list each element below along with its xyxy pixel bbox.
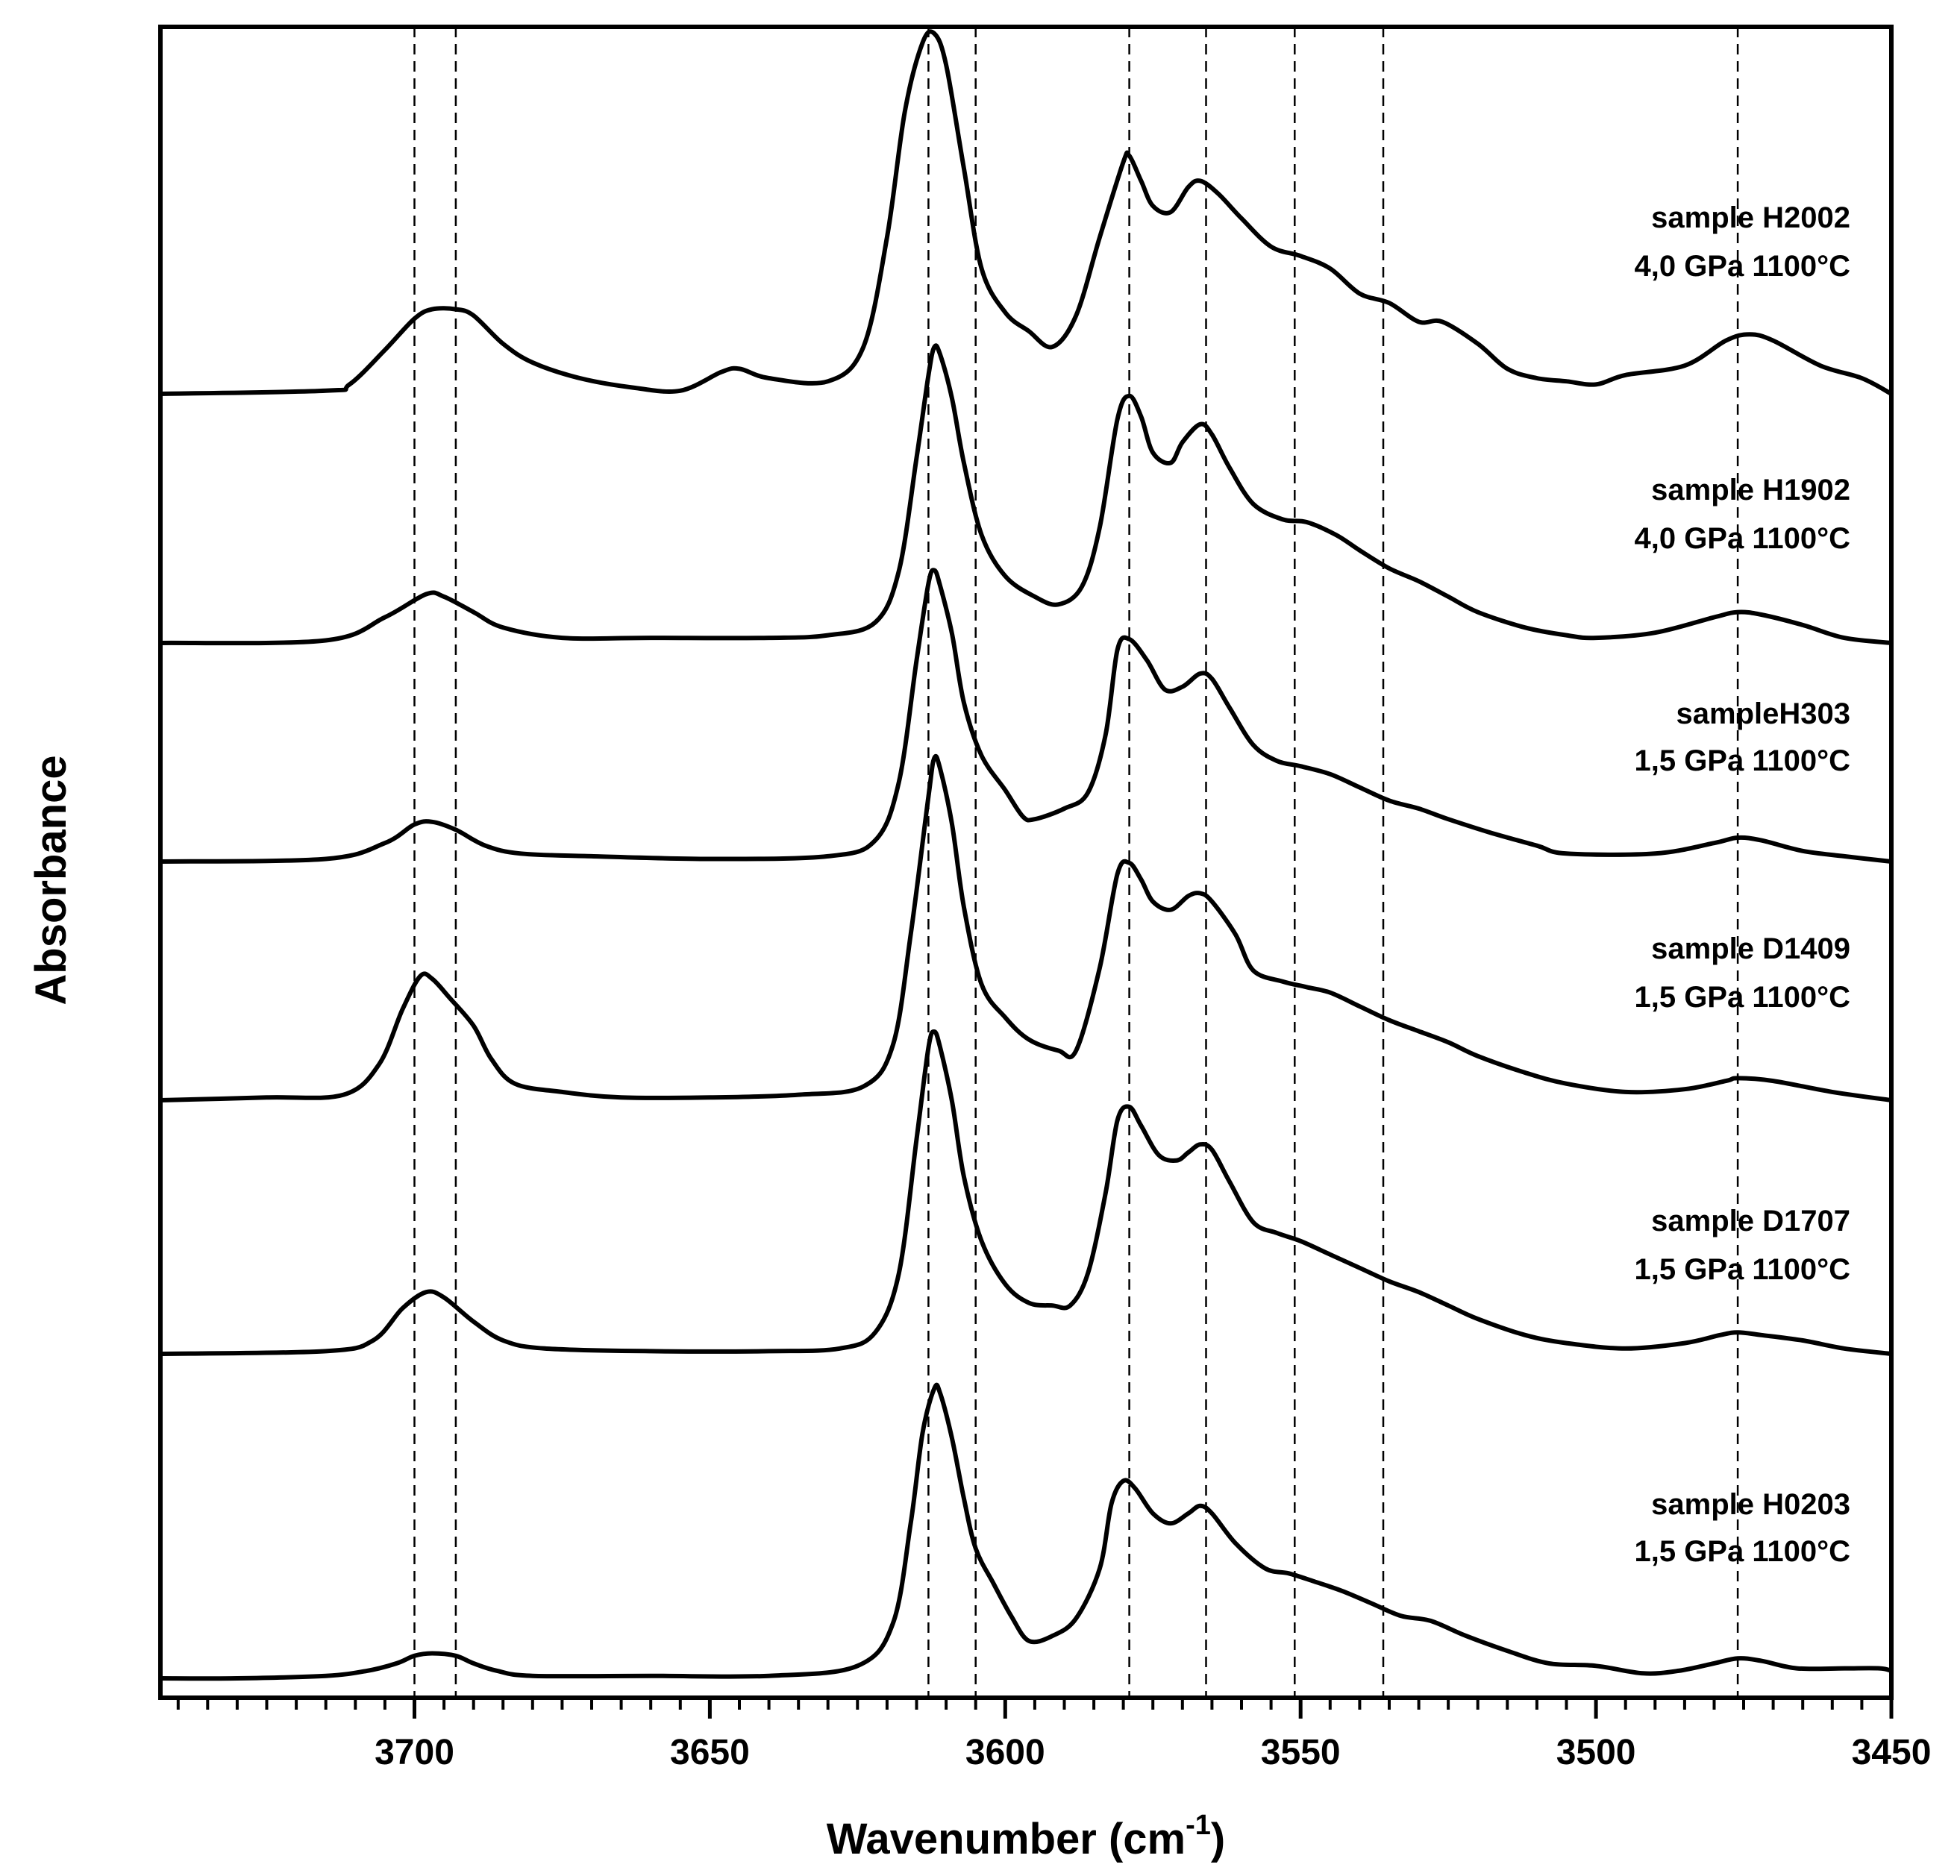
x-axis-title-superscript: -1 xyxy=(1186,1810,1211,1841)
series-label-condition-4: 1,5 GPa 1100°C xyxy=(1634,1253,1850,1286)
x-axis-ticks xyxy=(176,1698,1894,1719)
series-label-name-4: sample D1707 xyxy=(1651,1205,1850,1237)
x-tick-label-3450: 3450 xyxy=(1852,1733,1932,1772)
series-label-condition-5: 1,5 GPa 1100°C xyxy=(1634,1535,1850,1568)
series-line-3 xyxy=(158,753,1894,1102)
series-line-4 xyxy=(158,1029,1894,1356)
reference-lines xyxy=(413,27,1739,1698)
series-labels: sample H2002 4,0 GPa 1100°C sample H1902 4,… xyxy=(1634,201,1850,1568)
x-tick-label-3550: 3550 xyxy=(1261,1733,1341,1772)
series-lines xyxy=(158,29,1894,1681)
x-axis-title-suffix: ) xyxy=(1211,1815,1225,1863)
series-label-name-3: sample D1409 xyxy=(1651,932,1850,965)
series-line-5 xyxy=(158,1382,1894,1681)
series-label-condition-2: 1,5 GPa 1100°C xyxy=(1634,744,1850,777)
x-axis-title: Wavenumber (cm-1) xyxy=(827,1810,1225,1863)
series-line-0 xyxy=(158,29,1894,396)
x-tick-label-3650: 3650 xyxy=(670,1733,750,1772)
y-axis-title: Absorbance xyxy=(27,755,75,1005)
series-label-name-2: sampleH303 xyxy=(1676,697,1850,730)
plot-frame xyxy=(158,25,1894,1700)
series-line-1 xyxy=(158,343,1894,646)
x-tick-label-3600: 3600 xyxy=(965,1733,1045,1772)
series-line-2 xyxy=(158,568,1894,864)
x-tick-label-3700: 3700 xyxy=(375,1733,454,1772)
series-label-name-5: sample H0203 xyxy=(1651,1488,1850,1521)
x-axis-title-main: Wavenumber (cm xyxy=(827,1815,1186,1863)
x-tick-label-3500: 3500 xyxy=(1556,1733,1636,1772)
series-label-condition-3: 1,5 GPa 1100°C xyxy=(1634,981,1850,1014)
x-axis-tick-labels: 3700 3650 3600 3550 3500 3450 xyxy=(375,1733,1931,1772)
series-label-condition-1: 4,0 GPa 1100°C xyxy=(1634,522,1850,555)
series-label-name-0: sample H2002 xyxy=(1651,201,1850,234)
series-label-name-1: sample H1902 xyxy=(1651,474,1850,506)
series-label-condition-0: 4,0 GPa 1100°C xyxy=(1634,250,1850,283)
